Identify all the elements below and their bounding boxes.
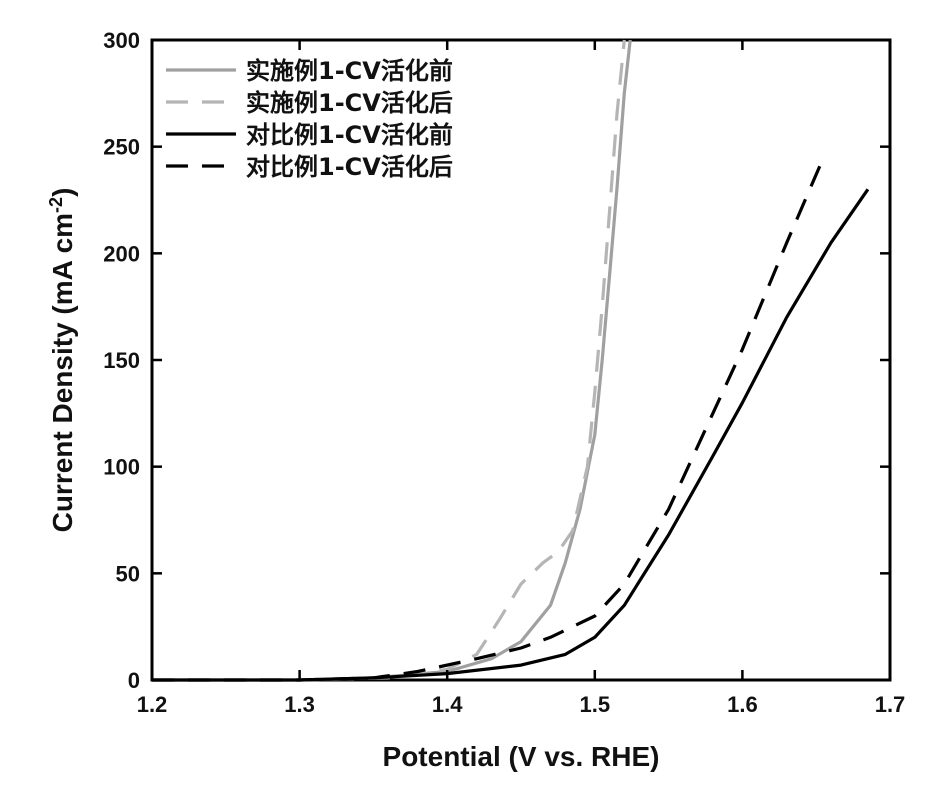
y-axis-title-main: Current Density (mA cm <box>47 213 78 532</box>
x-tick-label: 1.3 <box>284 692 315 717</box>
legend-label-4: 对比例1-CV活化后 <box>246 153 453 181</box>
y-tick-label: 150 <box>103 348 140 373</box>
axes-layer: 1.2 1.3 1.4 1.5 1.6 1.7 0 50 100 150 200 250 300 <box>103 28 905 717</box>
legend-label-3: 对比例1-CV活化前 <box>246 121 453 149</box>
x-tick-label: 1.2 <box>137 692 168 717</box>
y-tick-label: 200 <box>103 241 140 266</box>
y-tick-label: 0 <box>128 668 140 693</box>
series-line-2 <box>152 39 626 682</box>
series-line-4 <box>152 156 826 682</box>
x-tick-label: 1.4 <box>432 692 463 717</box>
y-tick-label: 250 <box>103 135 140 160</box>
x-axis-title: Potential (V vs. RHE) <box>383 741 660 772</box>
y-axis-title: Current Density (mA cm-2) <box>46 188 78 533</box>
y-axis-title-superscript: -2 <box>46 197 66 213</box>
y-axis-title-end: ) <box>47 188 78 197</box>
legend-label-1: 实施例1-CV活化前 <box>246 57 453 85</box>
y-tick-label: 50 <box>116 561 140 586</box>
plot-area <box>150 38 892 682</box>
x-tick-label: 1.6 <box>727 692 758 717</box>
legend-label-2: 实施例1-CV活化后 <box>246 89 453 117</box>
x-tick-label: 1.5 <box>580 692 611 717</box>
series-layer <box>152 39 870 682</box>
y-tick-label: 100 <box>103 455 140 480</box>
y-tick-label: 300 <box>103 28 140 53</box>
x-tick-label: 1.7 <box>875 692 906 717</box>
